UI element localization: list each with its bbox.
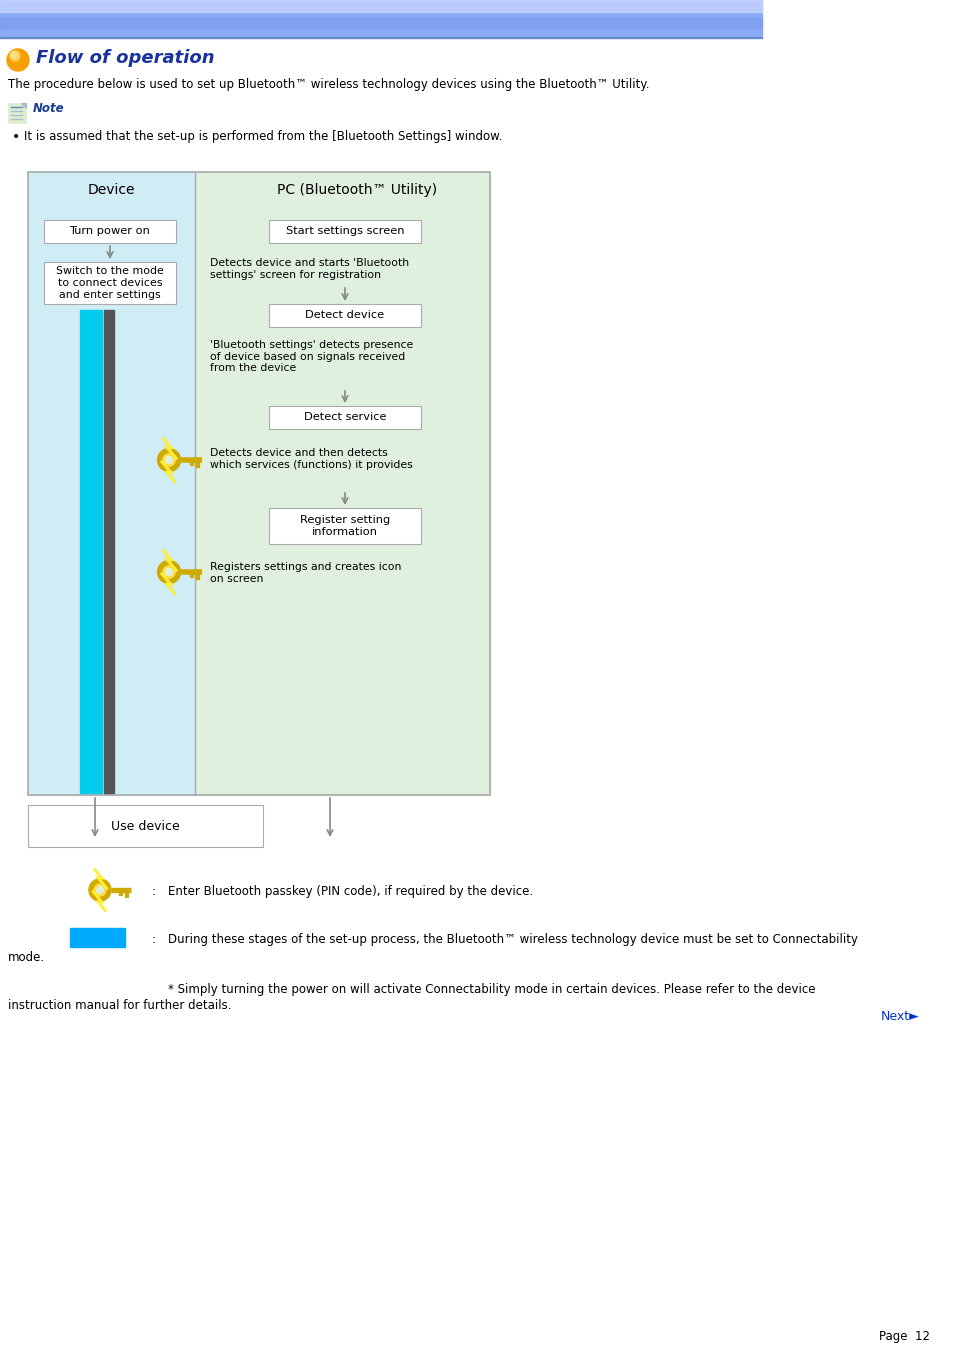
Bar [70, 928, 125, 947]
Circle shape [94, 884, 106, 896]
Circle shape [165, 569, 172, 576]
Text: Detect device: Detect device [305, 311, 384, 320]
Text: Detects device and starts 'Bluetooth
settings' screen for registration: Detects device and starts 'Bluetooth set… [210, 258, 409, 280]
Text: During these stages of the set-up process, the Bluetooth™ wireless technology de: During these stages of the set-up proces… [168, 934, 857, 946]
Text: :: : [152, 934, 156, 946]
Text: Device: Device [88, 182, 135, 197]
Bar [44, 262, 175, 304]
Bar [0, 18, 761, 28]
Circle shape [165, 457, 172, 463]
Bar [269, 508, 420, 544]
Bar [269, 220, 420, 243]
Text: It is assumed that the set-up is performed from the [Bluetooth Settings] window.: It is assumed that the set-up is perform… [24, 130, 502, 143]
Bar [8, 103, 26, 123]
Bar [104, 309, 113, 793]
Bar [0, 0, 761, 38]
Text: •: • [12, 130, 20, 145]
Circle shape [157, 561, 180, 584]
Text: * Simply turning the power on will activate Connectability mode in certain devic: * Simply turning the power on will activ… [168, 984, 815, 996]
Bar [0, 0, 761, 12]
Text: :: : [152, 885, 156, 898]
Text: Switch to the mode
to connect devices
and enter settings: Switch to the mode to connect devices an… [56, 266, 164, 300]
Text: Use device: Use device [111, 820, 180, 832]
Bar [269, 304, 420, 327]
Bar [269, 407, 420, 430]
Text: Detects device and then detects
which services (functions) it provides: Detects device and then detects which se… [210, 449, 413, 470]
Polygon shape [21, 103, 26, 108]
Text: Start settings screen: Start settings screen [286, 227, 404, 236]
Text: Register setting
information: Register setting information [299, 515, 390, 536]
Bar [28, 172, 490, 794]
Circle shape [7, 49, 29, 72]
Circle shape [10, 51, 20, 61]
Text: Turn power on: Turn power on [70, 227, 151, 236]
Text: Enter Bluetooth passkey (PIN code), if required by the device.: Enter Bluetooth passkey (PIN code), if r… [168, 885, 533, 898]
Text: Note: Note [33, 101, 65, 115]
Text: instruction manual for further details.: instruction manual for further details. [8, 998, 232, 1012]
Circle shape [89, 880, 111, 901]
Bar [194, 172, 490, 794]
Text: 'Bluetooth settings' detects presence
of device based on signals received
from t: 'Bluetooth settings' detects presence of… [210, 340, 413, 373]
Text: Registers settings and creates icon
on screen: Registers settings and creates icon on s… [210, 562, 401, 584]
Text: Detect service: Detect service [303, 412, 386, 423]
Text: Next►: Next► [881, 1011, 919, 1023]
Circle shape [11, 51, 17, 58]
Circle shape [96, 886, 103, 893]
Text: Flow of operation: Flow of operation [36, 49, 214, 68]
Text: Page  12: Page 12 [878, 1329, 929, 1343]
Bar [80, 309, 102, 793]
Text: mode.: mode. [8, 951, 45, 965]
Text: The procedure below is used to set up Bluetooth™ wireless technology devices usi: The procedure below is used to set up Bl… [8, 78, 649, 91]
Circle shape [163, 454, 175, 466]
Bar [28, 172, 194, 794]
Circle shape [163, 566, 175, 578]
Bar [28, 805, 263, 847]
Circle shape [157, 449, 180, 471]
Text: PC (Bluetooth™ Utility): PC (Bluetooth™ Utility) [277, 182, 437, 197]
Bar [44, 220, 175, 243]
